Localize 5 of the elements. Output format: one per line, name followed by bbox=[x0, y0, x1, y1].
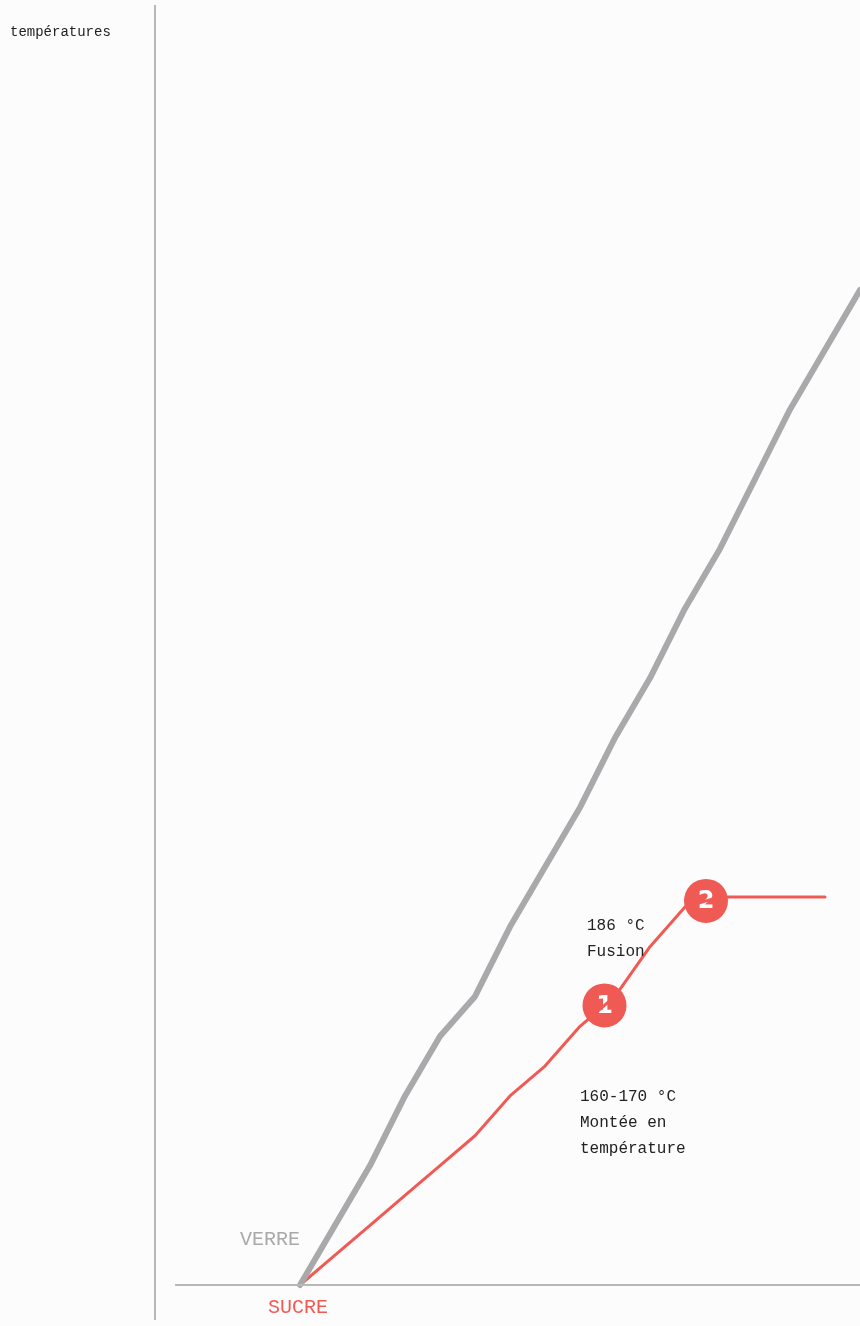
text: températures bbox=[10, 23, 111, 40]
series-label: SUCRE bbox=[267, 1296, 329, 1320]
series-label: VERRE bbox=[239, 1228, 301, 1252]
annotation: 160-170 °C Montée en température bbox=[580, 1087, 686, 1158]
annotation: 186 °C Fusion bbox=[587, 916, 645, 961]
